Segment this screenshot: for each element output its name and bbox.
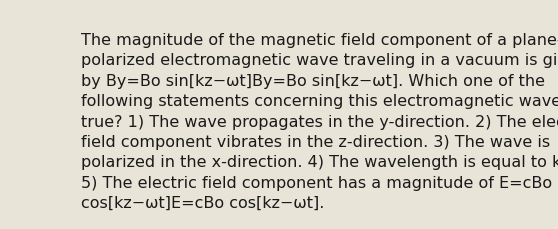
- Text: The magnitude of the magnetic field component of a plane-
polarized electromagne: The magnitude of the magnetic field comp…: [80, 33, 558, 210]
